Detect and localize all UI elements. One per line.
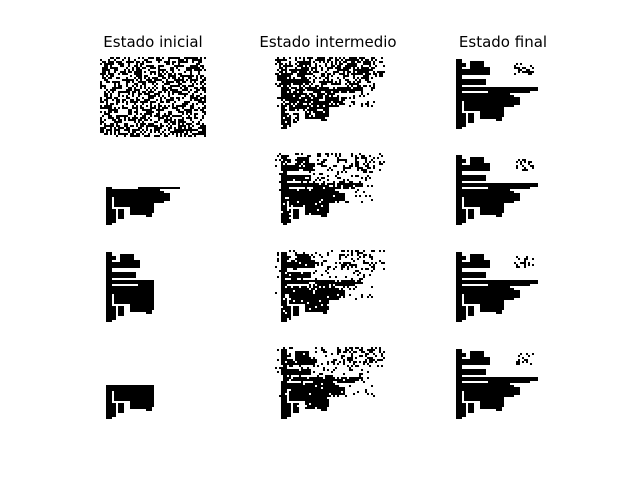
image-panel-r1-c1 (100, 57, 210, 137)
binary-image (456, 252, 538, 322)
binary-image (100, 57, 206, 137)
column-title-initial: Estado inicial (103, 33, 203, 51)
column-title-intermediate: Estado intermedio (259, 33, 397, 51)
binary-image (106, 187, 180, 225)
binary-pixels (456, 155, 538, 225)
image-panel-r3-c2 (275, 250, 385, 330)
image-panel-r1-c3 (450, 57, 560, 137)
binary-image (456, 59, 538, 129)
image-panel-r1-c2 (275, 57, 385, 137)
binary-pixels (275, 57, 385, 129)
binary-pixels (275, 250, 385, 322)
image-panel-r3-c1 (100, 250, 210, 330)
binary-image (275, 153, 385, 225)
binary-pixels (106, 385, 154, 419)
binary-pixels (456, 59, 538, 129)
binary-image (456, 349, 538, 419)
binary-pixels (456, 349, 538, 419)
binary-pixels (106, 252, 154, 322)
binary-pixels (275, 153, 385, 225)
binary-pixels (456, 252, 538, 322)
binary-image (275, 57, 385, 129)
image-panel-r2-c2 (275, 153, 385, 233)
binary-image (106, 385, 154, 419)
binary-pixels (100, 57, 206, 137)
image-panel-r3-c3 (450, 250, 560, 330)
binary-pixels (106, 187, 180, 225)
column-title-final: Estado final (458, 33, 548, 51)
image-panel-r4-c3 (450, 347, 560, 427)
binary-image (106, 252, 154, 322)
image-panel-r2-c3 (450, 153, 560, 233)
binary-pixels (275, 347, 385, 419)
binary-image (456, 155, 538, 225)
image-panel-r4-c2 (275, 347, 385, 427)
binary-image (275, 347, 385, 419)
image-panel-r4-c1 (100, 347, 210, 427)
binary-image (275, 250, 385, 322)
image-panel-r2-c1 (100, 153, 210, 233)
